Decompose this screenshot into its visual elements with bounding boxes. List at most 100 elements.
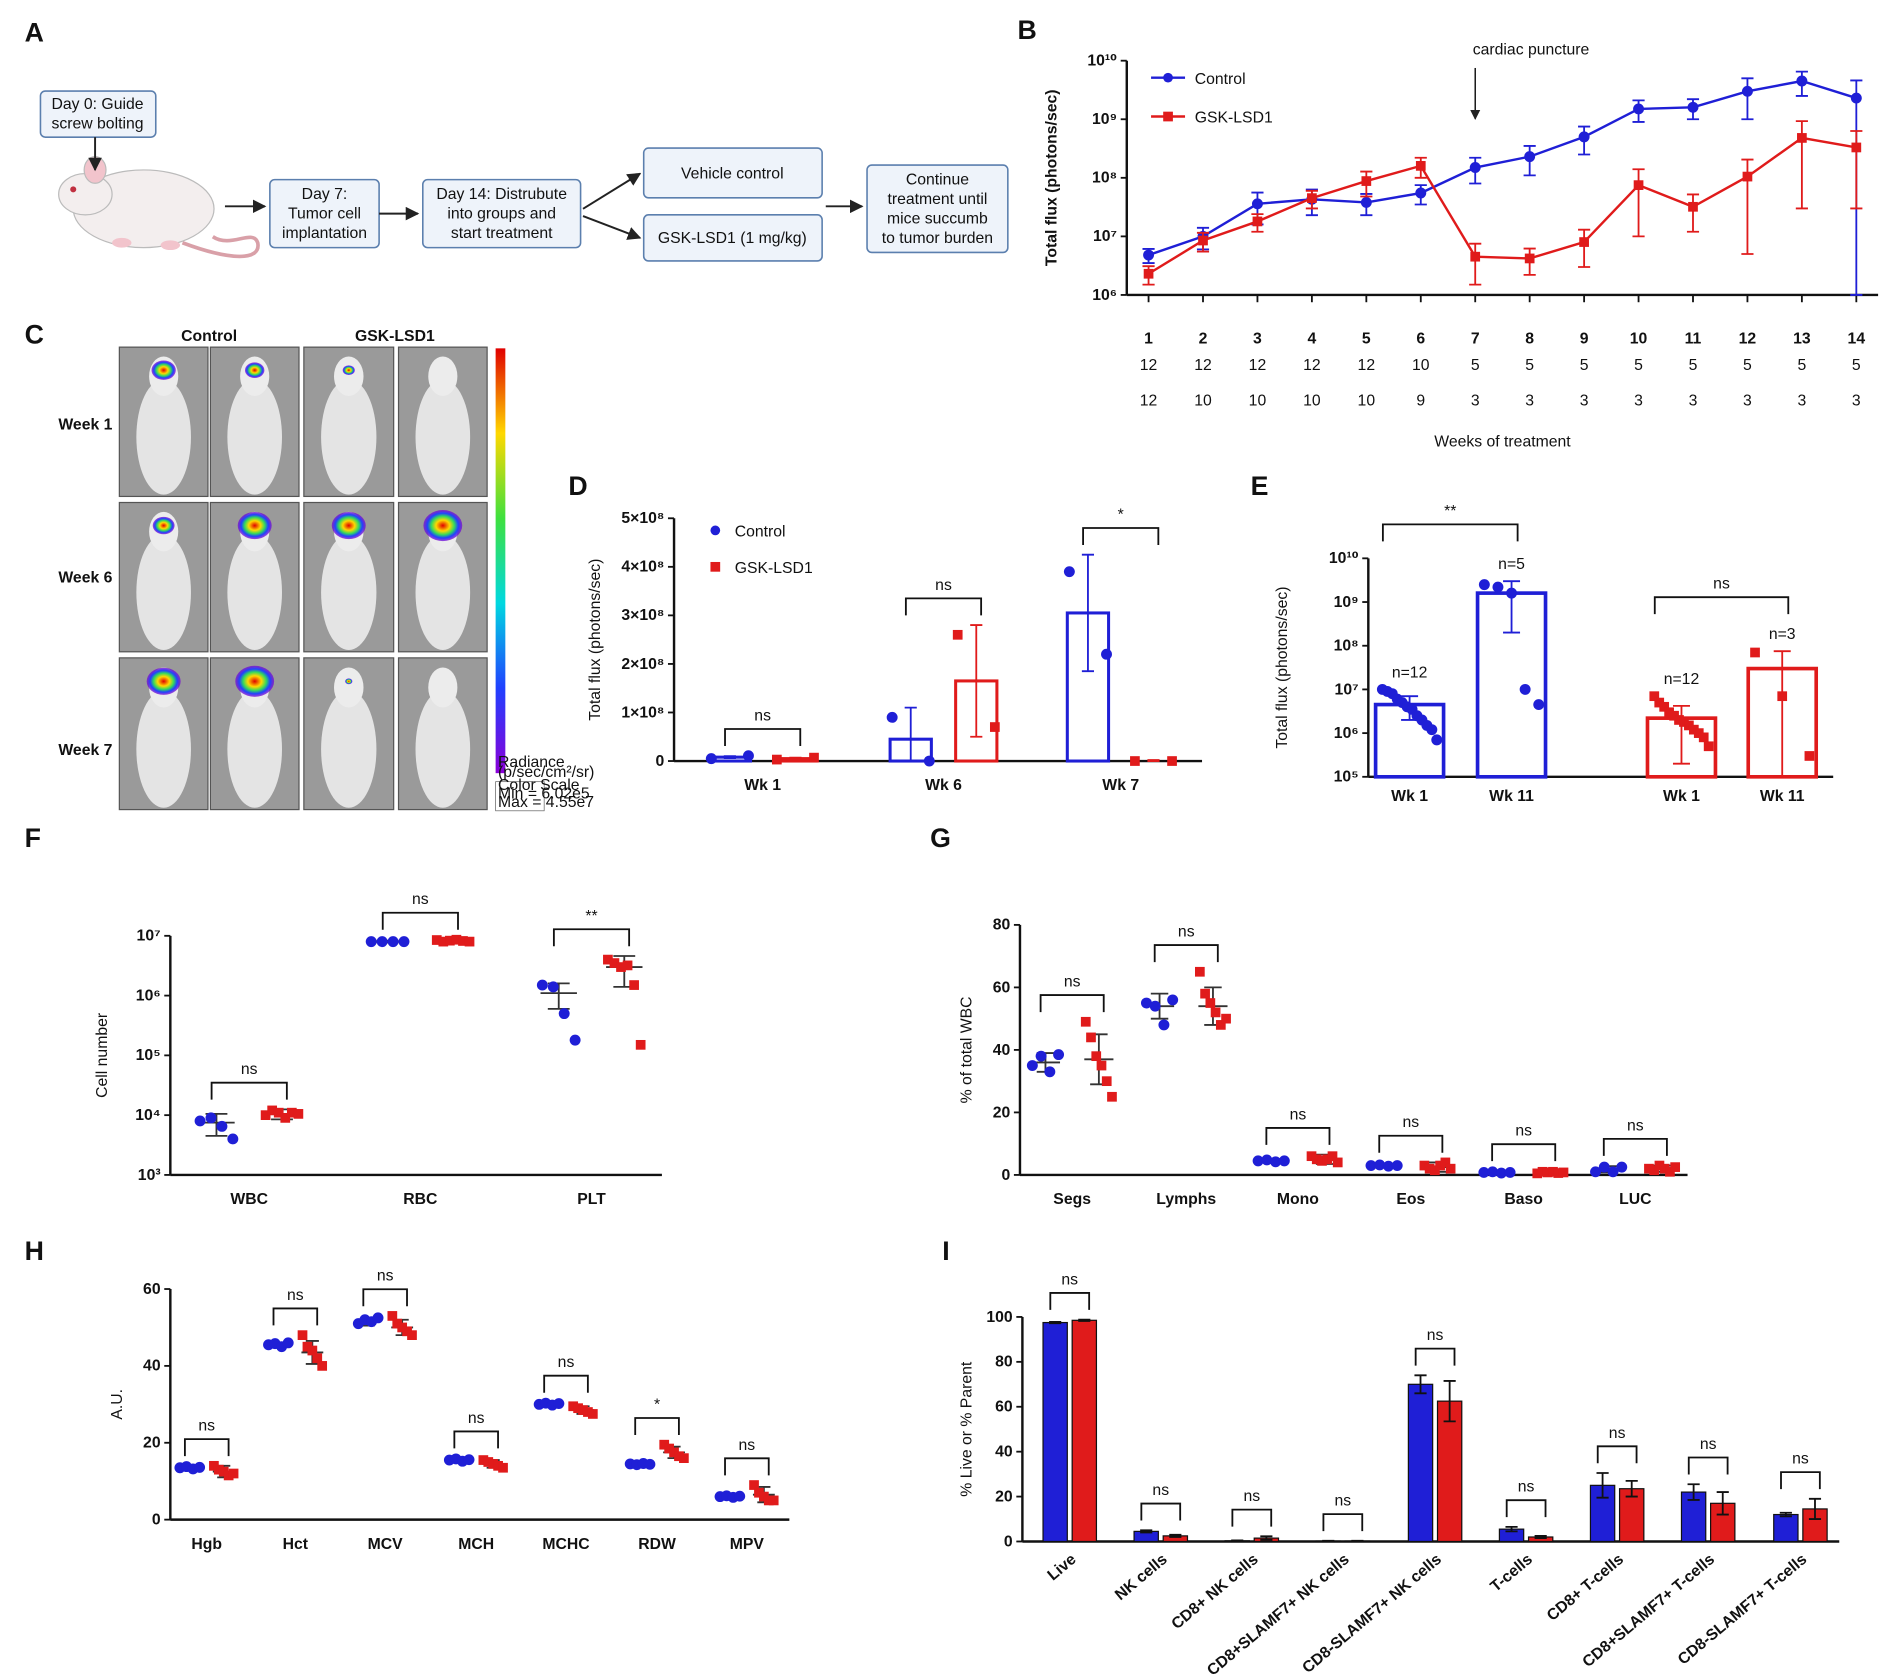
data-point [669,1447,679,1458]
signal [345,678,353,685]
significance-label: ns [1515,1123,1532,1140]
count-label: 3 [1580,392,1589,409]
data-point [1107,1091,1117,1102]
step-text: mice succumb [887,210,988,227]
data-point [1703,741,1714,752]
data-point [1649,1165,1660,1176]
data-point [1194,966,1205,977]
data-point [1478,1166,1490,1178]
y-tick-label: 3×10⁸ [621,607,664,624]
x-tick-label: 4 [1308,330,1317,347]
legend-marker [1163,72,1173,83]
data-point [578,1405,588,1415]
data-point [302,1341,313,1352]
data-point [1524,253,1535,264]
significance-label: ns [1627,1117,1644,1134]
data-point [1590,1166,1602,1178]
significance-label: ns [1792,1451,1809,1468]
x-tick-label: RBC [403,1191,437,1208]
data-point [1158,1019,1170,1031]
y-tick-label: 10⁷ [137,928,161,945]
count-label: 10 [1194,392,1212,409]
data-point [1143,268,1154,279]
data-point [397,1322,408,1333]
data-point [1654,1160,1665,1171]
step-text: Tumor cell [288,205,361,222]
data-point [463,1454,475,1466]
count-label: 3 [1689,392,1698,409]
data-point [664,1443,674,1454]
data-point [568,1401,579,1412]
data-point [809,752,819,763]
data-point [1553,1168,1564,1178]
error-bar [1169,1533,1182,1538]
count-label: 5 [1689,357,1698,374]
signal [244,362,265,378]
data-point [1435,1160,1445,1171]
significance-bracket [1231,1508,1273,1527]
mouse-head [333,667,364,708]
significance-label: ns [241,1061,258,1078]
error-bar [1260,1535,1273,1541]
data-point [1200,988,1210,999]
significance-bracket [362,1288,408,1307]
data-point [218,1466,229,1477]
error-bar [1505,1525,1518,1533]
n-label: n=3 [1769,626,1796,643]
y-tick-label: 10⁵ [1334,769,1359,786]
data-point [1426,724,1438,736]
step-text: Continue [906,171,969,188]
data-point [317,1361,328,1371]
data-point [1688,201,1698,212]
data-point [372,1312,384,1324]
step-box [642,214,823,262]
significance-bracket [1780,1471,1821,1490]
data-point [587,1409,598,1419]
data-point [759,1491,769,1502]
data-point [1167,756,1177,766]
significance-label: * [1118,506,1124,523]
significance-bracket [1265,1126,1331,1145]
data-point [282,1337,294,1349]
data-point [1532,1168,1543,1179]
error-bar [1779,1511,1792,1518]
data-point [1742,171,1753,182]
error-bar [789,756,802,761]
data-point [754,1487,764,1498]
x-tick-label: LUC [1619,1191,1651,1208]
row-label: Week 1 [58,417,112,434]
mouse-body [136,690,191,808]
count-label: 5 [1471,357,1480,374]
y-axis-label: Total flux (photons/sec) [1043,89,1060,266]
data-point [267,1105,278,1116]
x-tick-label: Wk 7 [1102,777,1139,794]
data-point [228,1468,239,1479]
significance-bracket [1378,1134,1444,1153]
count-label: 3 [1471,392,1480,409]
signal [152,516,175,535]
error-bar [1414,1374,1427,1395]
data-point [1360,196,1372,208]
row-label: Week 6 [58,570,112,587]
colorbar-label: Max = 4.55e7 [498,794,594,811]
count-label: 10 [1303,392,1321,409]
column-label: Control [181,328,237,345]
data-point [1026,1060,1038,1071]
data-point [451,934,462,945]
data-point [1251,198,1263,210]
data-point [1649,691,1660,702]
significance-label: ns [287,1287,304,1304]
data-point [1670,1162,1681,1172]
mouse-body [321,690,377,808]
x-tick-label: 12 [1739,330,1757,347]
data-point [1598,1161,1610,1173]
y-tick-label: 10³ [138,1167,161,1184]
step-text: into groups and [447,205,556,222]
significance-label: ns [1243,1488,1260,1505]
data-point [1278,1155,1290,1167]
y-tick-label: 1×10⁸ [621,704,664,721]
data-point [1633,103,1645,115]
colorbar-label: Min = 6.02e5 [498,786,590,803]
count-label: 3 [1797,392,1806,409]
step-text: Vehicle control [681,165,784,182]
